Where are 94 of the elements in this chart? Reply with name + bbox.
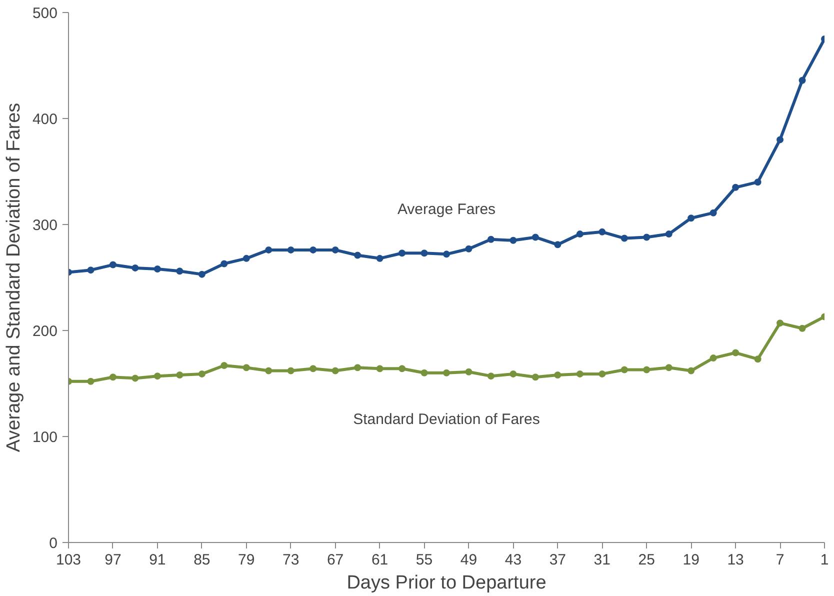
- point: [176, 372, 184, 379]
- point: [87, 378, 94, 385]
- point: [776, 320, 784, 327]
- point: [732, 184, 740, 191]
- point: [643, 366, 650, 374]
- x-tick-label: 55: [416, 552, 433, 568]
- point: [532, 234, 539, 241]
- point: [420, 250, 428, 257]
- x-tick-label: 37: [549, 552, 566, 568]
- point: [376, 365, 384, 372]
- text: Standard Deviation of Fares: [353, 410, 540, 428]
- point: [132, 374, 139, 382]
- point: [710, 209, 717, 216]
- point: [109, 261, 116, 268]
- point: [798, 76, 806, 84]
- y-tick-label: 200: [32, 323, 58, 340]
- x-tick-label: 91: [149, 552, 166, 568]
- y-tick-label: 300: [32, 217, 58, 234]
- x-tick-label: 85: [194, 552, 210, 568]
- x-tick-label: 73: [282, 552, 300, 568]
- x-tick-label: 7: [776, 552, 784, 568]
- series-label: Average Fares: [397, 201, 496, 218]
- point: [332, 246, 339, 254]
- x-tick-label: 25: [638, 552, 655, 568]
- point: [242, 364, 250, 372]
- point: [532, 374, 539, 381]
- point: [754, 356, 762, 363]
- point: [332, 367, 339, 374]
- point: [576, 370, 584, 378]
- point: [798, 324, 806, 332]
- point: [310, 246, 317, 254]
- point: [198, 270, 206, 278]
- point: [242, 254, 250, 262]
- point: [154, 266, 161, 273]
- x-tick-label: 61: [371, 552, 388, 568]
- point: [354, 364, 362, 372]
- point: [510, 370, 517, 378]
- point: [109, 374, 116, 381]
- x-tick-label: 97: [104, 552, 122, 568]
- point: [487, 372, 494, 380]
- x-tick-label: 49: [460, 552, 478, 568]
- point: [710, 354, 717, 362]
- point: [665, 364, 672, 372]
- point: [732, 349, 740, 356]
- point: [154, 372, 161, 380]
- point: [465, 245, 472, 252]
- point: [265, 367, 272, 374]
- point: [398, 365, 406, 372]
- point: [310, 365, 317, 372]
- x-tick-label: 43: [504, 552, 522, 568]
- point: [620, 234, 628, 242]
- x-tick-label: 13: [727, 552, 744, 568]
- y-tick-label: 0: [49, 535, 58, 552]
- point: [176, 268, 184, 275]
- point: [376, 254, 384, 262]
- point: [510, 236, 517, 244]
- point: [220, 260, 228, 268]
- y-tick-label: 100: [32, 429, 58, 446]
- point: [220, 362, 228, 369]
- point: [398, 250, 406, 257]
- point: [598, 228, 606, 236]
- point: [420, 369, 428, 376]
- point: [554, 372, 562, 379]
- x-tick-label: 67: [326, 552, 344, 568]
- y-tick-label: 400: [32, 111, 58, 128]
- x-tick-label: 31: [594, 552, 610, 568]
- point: [287, 246, 294, 254]
- point: [554, 241, 562, 248]
- point: [665, 230, 672, 238]
- x-tick-label: 1: [820, 552, 829, 568]
- point: [643, 234, 650, 241]
- point: [443, 369, 450, 376]
- x-tick-label: 79: [238, 552, 255, 568]
- x-tick-label: 19: [682, 552, 700, 568]
- point: [620, 366, 628, 374]
- x-tick-label: 103: [56, 552, 82, 568]
- point: [487, 236, 494, 243]
- point: [776, 136, 784, 144]
- point: [443, 250, 450, 258]
- x-axis-title: Days Prior to Departure: [346, 572, 546, 594]
- point: [354, 252, 362, 259]
- point: [265, 246, 272, 254]
- point: [576, 230, 584, 238]
- y-tick-label: 500: [32, 5, 58, 22]
- point: [87, 266, 94, 274]
- point: [754, 178, 762, 186]
- point: [598, 370, 606, 378]
- point: [132, 264, 139, 272]
- y-axis-title: Average and Standard Deviation of Fares: [3, 102, 24, 452]
- point: [465, 368, 472, 376]
- point: [688, 367, 695, 374]
- point: [198, 370, 206, 378]
- point: [287, 367, 294, 374]
- point: [688, 214, 695, 222]
